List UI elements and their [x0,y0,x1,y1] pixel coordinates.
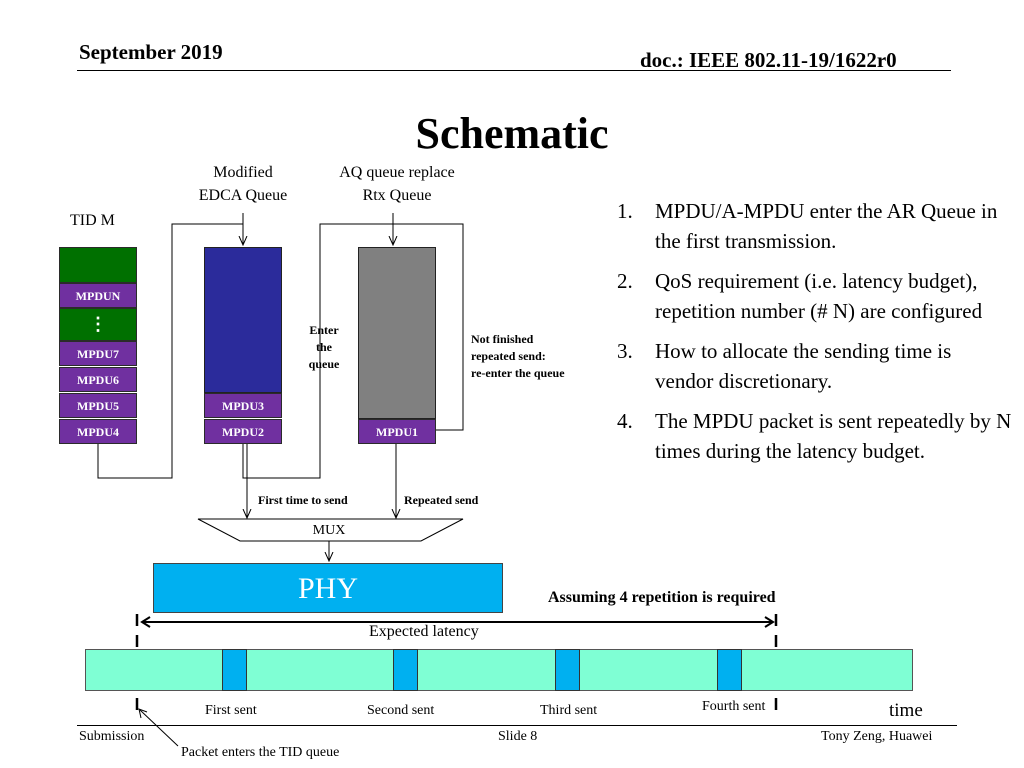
repeated-send-label: Repeated send [404,493,479,507]
mpdu-cell: MPDU2 [204,419,282,444]
modified-edca-label-line1: Modified [213,164,273,181]
slide-title: Schematic [415,109,609,158]
mux-label: MUX [312,523,346,538]
footer-author: Tony Zeng, Huawei [821,729,933,744]
list-item-text: The MPDU packet is sent repeatedly by N … [655,409,1012,463]
tid-queue-slot-top [59,247,137,283]
list-item: 1. MPDU/A-MPDU enter the AR Queue in the… [612,196,1012,256]
list-item-text: QoS requirement (i.e. latency budget), r… [655,269,983,323]
sent-label: Second sent [367,703,435,718]
mpdu-cell: MPDUN [59,283,137,308]
footer-slide-number: Slide 8 [498,729,538,744]
list-item: 3. How to allocate the sending time is v… [612,336,1012,396]
sent-label: Fourth sent [702,699,766,714]
header-divider [77,70,951,71]
mpdu-cell: MPDU3 [204,393,282,418]
header-doc-id: doc.: IEEE 802.11-19/1622r0 [640,48,897,72]
description-list: 1. MPDU/A-MPDU enter the AR Queue in the… [612,196,1012,476]
not-finished-label: Not finished repeated send: re-enter the… [471,331,601,382]
enter-queue-label: Enter the queue [296,322,352,373]
aq-queue-body [358,247,436,419]
aq-reenter-loop [393,223,464,431]
mpdu-cell: MPDU7 [59,341,137,366]
footer-submission: Submission [79,729,145,744]
aq-queue-label: AQ queue replace Rtx Queue [318,161,476,207]
edca-queue-body [204,247,282,393]
list-item-number: 4. [617,409,633,433]
packet-enters-pointer [139,709,179,747]
enter-queue-line1: Enter [309,323,339,337]
not-finished-line3: re-enter the queue [471,366,565,380]
list-item-number: 3. [617,339,633,363]
mpdu-cell: MPDU5 [59,393,137,418]
aq-queue-label-line2: Rtx Queue [362,187,432,204]
ellipsis-icon: ⋮ [89,314,107,334]
assumption-label: Assuming 4 repetition is required [548,589,776,606]
list-item: 2. QoS requirement (i.e. latency budget)… [612,266,1012,326]
header-date: September 2019 [79,40,223,64]
modified-edca-label: Modified EDCA Queue [183,161,303,207]
list-item-number: 1. [617,199,633,223]
mux-shape [197,518,464,542]
sent-label: Third sent [540,703,598,718]
list-item: 4. The MPDU packet is sent repeatedly by… [612,406,1012,466]
mpdu-cell: MPDU6 [59,367,137,392]
tid-label: TID M [70,212,115,229]
footer-divider [77,725,957,726]
first-time-send-label: First time to send [258,493,348,507]
mpdu-cell: MPDU1 [358,419,436,444]
edca-to-aq-path [242,223,393,479]
mpdu-cell: MPDU4 [59,419,137,444]
not-finished-line2: repeated send: [471,349,546,363]
aq-queue-label-line1: AQ queue replace [339,164,455,181]
send-slot [393,649,418,691]
tid-to-edca-path [97,223,243,479]
phy-block: PHY [153,563,503,613]
enter-queue-line2: the [316,340,332,354]
timeline-bar [85,649,913,691]
send-slot [222,649,247,691]
modified-edca-label-line2: EDCA Queue [198,187,288,204]
packet-enters-label: Packet enters the TID queue [181,745,340,760]
list-item-number: 2. [617,269,633,293]
enter-queue-line3: queue [308,357,340,371]
list-item-text: MPDU/A-MPDU enter the AR Queue in the fi… [655,199,998,253]
list-item-text: How to allocate the sending time is vend… [655,339,952,393]
expected-latency-label: Expected latency [369,623,479,640]
time-axis-label: time [889,700,923,721]
send-slot [717,649,742,691]
tid-queue-slot-dots: ⋮ [59,308,137,341]
sent-label: First sent [205,703,257,718]
not-finished-line1: Not finished [471,332,534,346]
send-slot [555,649,580,691]
